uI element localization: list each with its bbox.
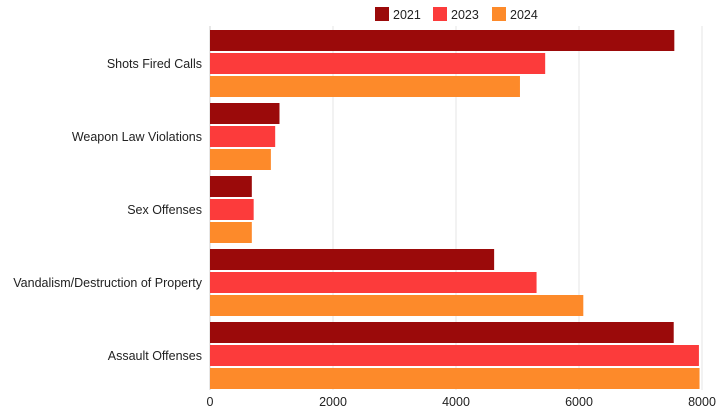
bar-2021-weapon-law-violations: [210, 103, 280, 124]
x-tick-label-4000: 4000: [442, 395, 470, 406]
bar-2023-assault-offenses: [210, 345, 699, 366]
bar-2021-sex-offenses: [210, 176, 252, 197]
legend-label-2023: 2023: [451, 8, 479, 22]
legend-swatch-2023: [433, 7, 447, 21]
category-label: Vandalism/Destruction of Property: [13, 276, 202, 290]
x-tick-label-6000: 6000: [565, 395, 593, 406]
bar-2024-sex-offenses: [210, 222, 252, 243]
category-labels: Shots Fired Calls Weapon Law Violations Se…: [13, 57, 202, 363]
legend-label-2024: 2024: [510, 8, 538, 22]
legend: 2021 2023 2024: [375, 7, 538, 22]
bar-2023-weapon-law-violations: [210, 126, 276, 147]
x-tick-label-0: 0: [207, 395, 214, 406]
bar-2024-weapon-law-violations: [210, 149, 271, 170]
bar-2024-vandalism-destruction-of-property: [210, 295, 584, 316]
bars: [210, 30, 700, 389]
category-label: Sex Offenses: [127, 203, 202, 217]
bar-2021-assault-offenses: [210, 322, 674, 343]
category-label: Shots Fired Calls: [107, 57, 202, 71]
bar-2024-assault-offenses: [210, 368, 700, 389]
bar-2021-shots-fired-calls: [210, 30, 675, 51]
bar-2023-sex-offenses: [210, 199, 254, 220]
x-tick-label-2000: 2000: [319, 395, 347, 406]
x-axis-ticks: 0 2000 4000 6000 8000: [207, 395, 716, 406]
legend-swatch-2021: [375, 7, 389, 21]
bar-2024-shots-fired-calls: [210, 76, 520, 97]
bar-2023-vandalism-destruction-of-property: [210, 272, 537, 293]
x-tick-label-8000: 8000: [688, 395, 716, 406]
bar-2021-vandalism-destruction-of-property: [210, 249, 495, 270]
category-label: Assault Offenses: [108, 349, 202, 363]
legend-label-2021: 2021: [393, 8, 421, 22]
bar-2023-shots-fired-calls: [210, 53, 546, 74]
category-label: Weapon Law Violations: [72, 130, 202, 144]
legend-swatch-2024: [492, 7, 506, 21]
